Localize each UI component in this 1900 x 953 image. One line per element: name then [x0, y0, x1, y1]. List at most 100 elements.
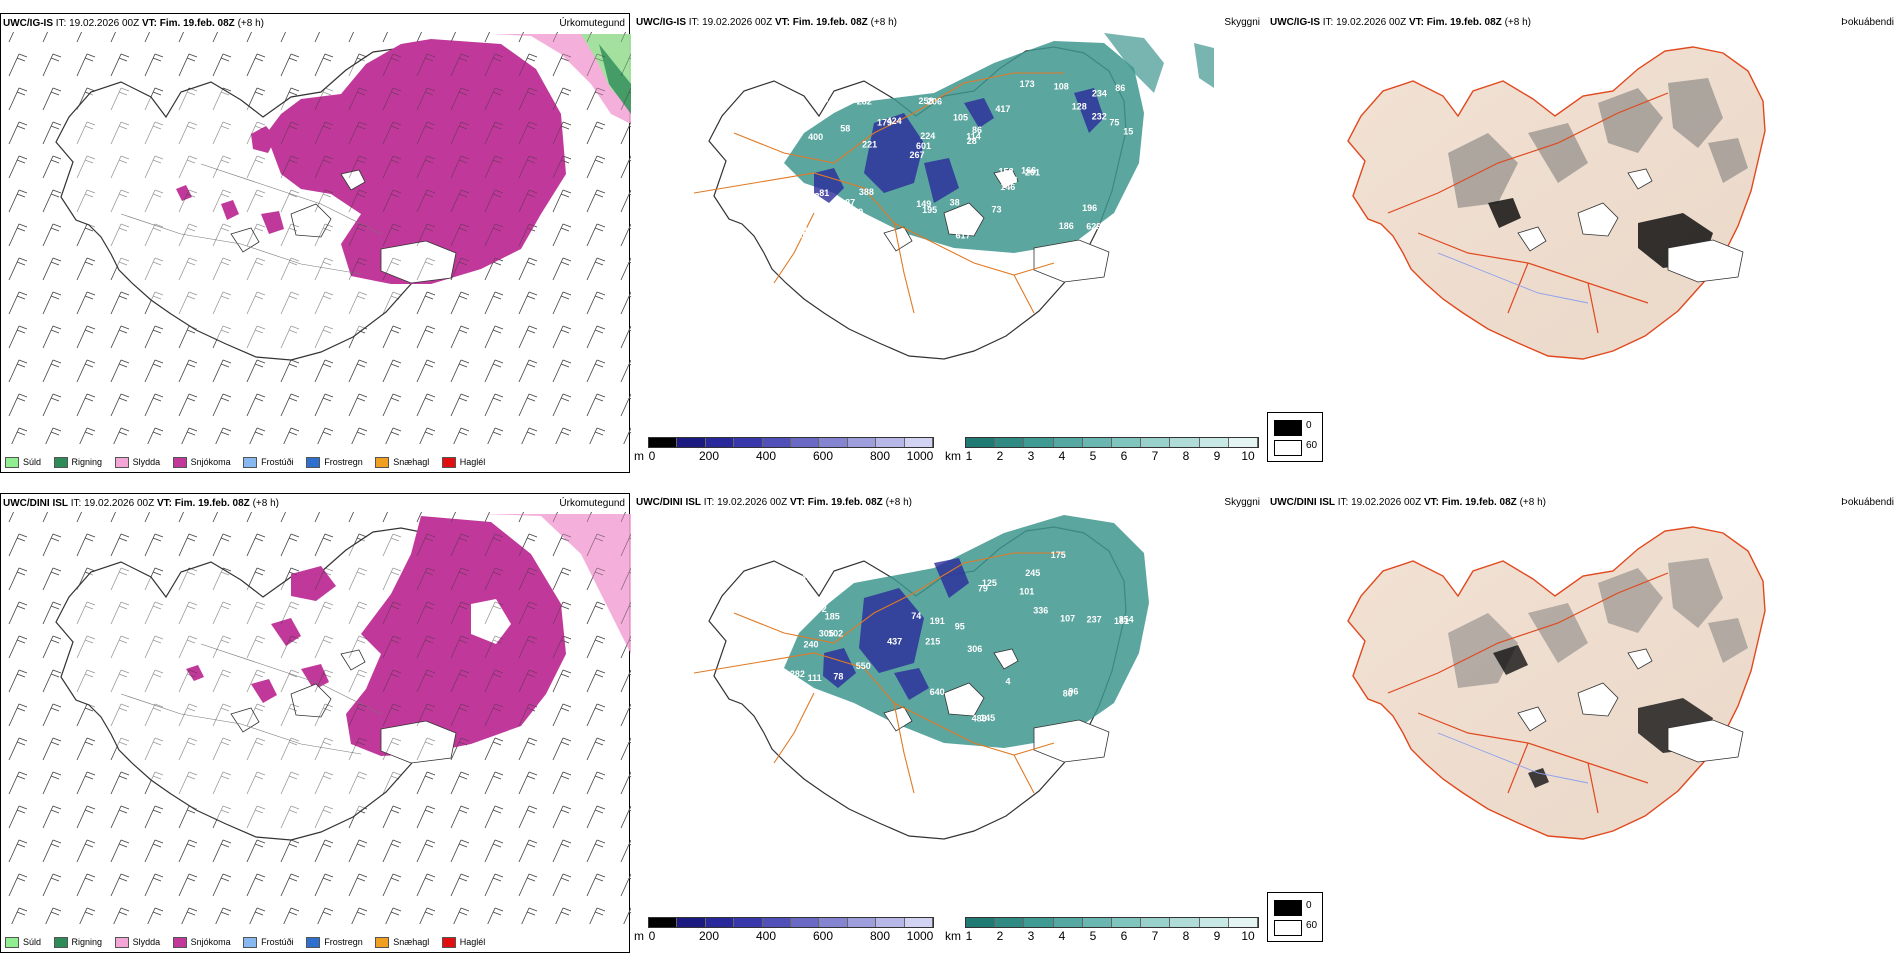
- visibility-value-label: 253: [814, 706, 829, 716]
- visibility-value-label: 172: [812, 604, 827, 614]
- cloud-base-unit: m: [634, 449, 644, 463]
- visibility-value-label: 102: [828, 629, 843, 639]
- swatch: [5, 937, 19, 948]
- visibility-value-label: 75: [1109, 118, 1119, 128]
- precip-type-map-1: [1, 32, 631, 444]
- visibility-value-label: 550: [856, 661, 871, 671]
- visibility-colorbar-2: km 1 2 3 4 5 6 7 8 9 10: [945, 917, 1265, 947]
- tick-label: 5: [1089, 449, 1097, 463]
- panel-title-fog-1: Þokuábendi: [1841, 17, 1894, 28]
- swatch: [243, 457, 258, 468]
- visibility-value-label: 114: [966, 132, 981, 142]
- visibility-value-label: 226: [813, 95, 828, 105]
- visibility-value-label: 95: [955, 622, 965, 632]
- visibility-value-label: 643: [825, 224, 840, 234]
- fog-map-2: [1347, 526, 1766, 840]
- legend-item: Frostúði: [243, 937, 294, 948]
- header-5: UWC/DINI ISL IT: 19.02.2026 00Z VT: Fim.…: [636, 497, 912, 508]
- visibility-value-label: 79: [978, 583, 988, 593]
- visibility-value-label: 73: [992, 204, 1002, 214]
- header-3: UWC/IG-IS IT: 19.02.2026 00Z VT: Fim. 19…: [1270, 17, 1531, 28]
- swatch: [243, 937, 258, 948]
- tick-label: 4: [1058, 929, 1066, 943]
- swatch: [306, 937, 321, 948]
- visibility-value-label: 201: [1025, 168, 1040, 178]
- tick-label: 9: [1213, 449, 1221, 463]
- visibility-value-label: 181: [1114, 616, 1129, 626]
- precip-type-panel-1: UWC/IG-IS IT: 19.02.2026 00Z VT: Fim. 19…: [0, 13, 631, 473]
- legend-item: Frostregn: [306, 457, 363, 468]
- visibility-value-label: 175: [1051, 550, 1066, 560]
- visibility-value-label: 336: [1033, 606, 1048, 616]
- swatch: [53, 937, 68, 948]
- tick-label: 10: [1241, 929, 1255, 943]
- visibility-value-label: 75: [824, 233, 834, 243]
- visibility-value-label: 191: [930, 616, 945, 626]
- visibility-labels-2: 439 245 181 215 306 102 138 101 240 79 95 253 302 437…: [790, 547, 1134, 724]
- visibility-value-label: 267: [910, 150, 925, 160]
- visibility-value-label: 424: [887, 116, 902, 126]
- visibility-value-label: 86: [1115, 83, 1125, 93]
- tick-label: 1000: [906, 449, 934, 463]
- visibility-value-label: 234: [1092, 89, 1107, 99]
- visibility-value-label: 173: [1020, 79, 1035, 89]
- fog-low-label: 60: [1306, 920, 1318, 931]
- visibility-value-label: 215: [925, 636, 940, 646]
- swatch: [375, 457, 390, 468]
- header-4: UWC/DINI ISL IT: 19.02.2026 00Z VT: Fim.…: [3, 498, 279, 509]
- visibility-value-label: 15: [1123, 127, 1133, 137]
- visibility-value-label: 423: [794, 214, 809, 224]
- swatch: [114, 937, 129, 948]
- visibility-value-label: 108: [1054, 81, 1069, 91]
- legend-item: Rigning: [53, 937, 102, 948]
- legend-item: Snæhagl: [375, 457, 429, 468]
- swatch: [5, 457, 19, 468]
- tick-label: 1000: [906, 929, 934, 943]
- tick-label: 7: [1151, 449, 1159, 463]
- visibility-value-label: 186: [1059, 221, 1074, 231]
- tick-label: 6: [1120, 929, 1128, 943]
- swatch: [375, 937, 390, 948]
- tick-label: 0: [648, 929, 656, 943]
- tick-label: 600: [812, 929, 834, 943]
- visibility-value-label: 125: [982, 578, 997, 588]
- legend-item: Haglél: [441, 457, 485, 468]
- visibility-value-label: 101: [1019, 586, 1034, 596]
- fog-high-swatch: [1274, 900, 1302, 916]
- visibility-value-label: 302: [886, 555, 901, 565]
- visibility-unit: km: [945, 449, 961, 463]
- visibility-value-label: 306: [967, 644, 982, 654]
- visibility-value-label: 105: [953, 113, 968, 123]
- visibility-value-label: 111: [808, 673, 822, 683]
- visibility-value-label: 185: [825, 611, 840, 621]
- visibility-value-label: 96: [1068, 686, 1078, 696]
- visibility-value-label: 282: [790, 669, 805, 679]
- visibility-value-label: 26: [935, 65, 945, 75]
- swatch: [53, 457, 68, 468]
- legend-item: Rigning: [53, 457, 102, 468]
- panel-title-visibility-2: Skyggni: [1224, 497, 1260, 508]
- tick-label: 8: [1182, 929, 1190, 943]
- swatch: [441, 457, 456, 468]
- fog-panel-1: UWC/IG-IS IT: 19.02.2026 00Z VT: Fim. 19…: [1268, 13, 1898, 473]
- panel-title-precip-1: Úrkomutegund: [559, 18, 625, 29]
- visibility-map-1: 629 400 234 267 417 643 258 105 81 424 423 219 206 86…: [693, 33, 1214, 360]
- fog-legend-2: 0 60: [1267, 892, 1323, 942]
- visibility-value-label: 128: [1072, 102, 1087, 112]
- visibility-value-label: 305: [819, 629, 834, 639]
- visibility-value-label: 240: [804, 640, 819, 650]
- visibility-value-label: 200: [858, 219, 873, 229]
- precip-legend-1: Súld Rigning Slydda Snjókoma Frostúði Fr…: [5, 457, 495, 468]
- visibility-panel-1: 629 400 234 267 417 643 258 105 81 424 423 219 206 86…: [634, 13, 1264, 473]
- legend-item: Snæhagl: [375, 937, 429, 948]
- cloud-base-colorbar-1: m 0 200 400 600 800 1000: [634, 437, 934, 467]
- visibility-map-2: 439 245 181 215 306 102 138 101 240 79 95 253 302 437…: [693, 515, 1149, 840]
- tick-label: 10: [1241, 449, 1255, 463]
- visibility-value-label: 149: [916, 199, 931, 209]
- legend-item: Snjókoma: [172, 937, 231, 948]
- visibility-value-label: 78: [833, 671, 843, 681]
- tick-label: 800: [869, 449, 891, 463]
- visibility-value-label: 138: [802, 573, 817, 583]
- tick-label: 3: [1027, 929, 1035, 943]
- precip-type-map-2: [1, 512, 631, 924]
